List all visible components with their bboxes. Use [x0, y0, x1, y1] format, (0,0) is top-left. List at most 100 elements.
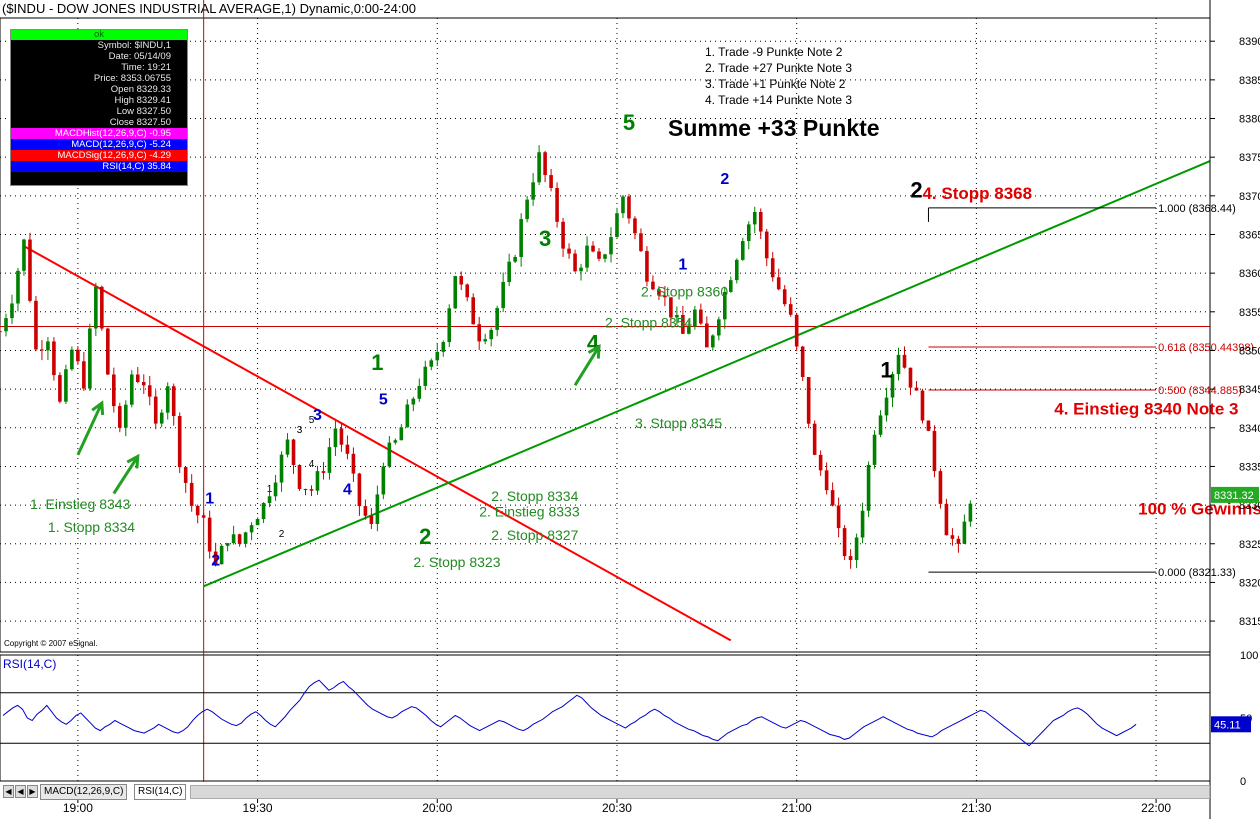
wave-label: 5 [379, 392, 388, 409]
candle-body [207, 517, 212, 552]
wave-label: 2 [720, 171, 729, 188]
candle-body [4, 318, 8, 332]
horizontal-scrollbar[interactable] [190, 785, 1210, 799]
candle-body [58, 375, 62, 402]
candle-body [118, 406, 122, 428]
candle-body [405, 404, 410, 428]
scroll-prev-icon[interactable]: ◀ [15, 785, 26, 798]
rsi-current-label: 45.11 [1214, 719, 1241, 731]
candle-body [944, 503, 949, 536]
candle-body [926, 420, 931, 431]
y-tick-label: 8375.00 [1239, 152, 1260, 164]
candle-body [345, 444, 350, 454]
trade-annotation: 4. Stopp 8368 [922, 184, 1032, 203]
candle-body [453, 276, 458, 309]
rsi-current-tag [1211, 716, 1251, 733]
candle-body [219, 545, 224, 565]
candle-body [489, 329, 493, 340]
time-readout: Time: 19:21 [121, 62, 171, 73]
candle-body [549, 175, 553, 188]
macdhist-readout: MACDHist(12,26,9,C) -0.95 [11, 128, 187, 139]
candle-body [94, 286, 98, 329]
candle-body [0, 331, 2, 333]
tab-rsi[interactable]: RSI(14,C) [134, 784, 187, 800]
candle-body [615, 213, 619, 238]
candle-body [315, 471, 320, 491]
x-tick-label: 19:00 [63, 801, 93, 815]
wave-label: 1 [371, 350, 383, 375]
downtrend-line [23, 245, 732, 642]
candle-body [333, 428, 338, 448]
candle-body [645, 251, 649, 282]
candle-body [112, 374, 116, 407]
y-tick-label: 8385.00 [1239, 75, 1260, 87]
candle-body [165, 386, 170, 413]
candle-body [621, 196, 625, 214]
wave-label: 5 [309, 415, 315, 426]
x-tick-label: 20:00 [422, 801, 452, 815]
tab-macd[interactable]: MACD(12,26,9,C) [40, 784, 128, 800]
entry-arrow [573, 345, 601, 387]
candle-body [597, 251, 601, 259]
candle-body [171, 386, 176, 417]
candle-body [76, 349, 80, 362]
candle-body [441, 342, 446, 352]
candle-body [639, 233, 643, 252]
candle-body [525, 199, 529, 220]
candle-body [543, 152, 547, 176]
candle-body [237, 534, 242, 544]
candle-body [579, 267, 583, 272]
wave-label: 3 [297, 425, 303, 436]
y-tick-label: 8320.00 [1239, 577, 1260, 589]
scroll-next-icon[interactable]: ▶ [27, 785, 38, 798]
candle-body [106, 328, 110, 375]
candle-body [483, 339, 487, 342]
candle-body [705, 323, 709, 348]
candle-body [746, 224, 751, 242]
candle-body [351, 453, 356, 474]
candle-body [693, 309, 697, 327]
candle-body [513, 256, 517, 262]
candle-body [788, 304, 793, 315]
current-price-label: 8331.32 [1214, 490, 1254, 502]
rsi-tick-label: 100 [1240, 650, 1258, 662]
candle-body [573, 253, 577, 272]
candle-body [663, 295, 667, 298]
high-readout: High 8329.41 [114, 95, 171, 106]
current-price-tag [1211, 486, 1259, 503]
candle-body [339, 428, 344, 445]
wave-label: 4 [343, 481, 352, 498]
candle-body [243, 532, 248, 544]
scroll-first-icon[interactable]: ◀ [3, 785, 14, 798]
symbol-readout: Symbol: $INDU,1 [97, 40, 171, 51]
candle-body [16, 270, 20, 304]
wave-label: 4 [309, 459, 315, 470]
open-readout: Open 8329.33 [110, 84, 171, 95]
candle-body [279, 454, 284, 483]
y-tick-label: 8370.00 [1239, 191, 1260, 203]
candle-body [327, 447, 332, 473]
status-badge: ok [11, 30, 187, 40]
candle-body [531, 182, 535, 200]
trade-annotation: 4. Einstieg 8340 Note 3 [1054, 400, 1238, 419]
fib-level-label: 0.500 (8344.885) [1158, 385, 1242, 397]
candle-body [860, 510, 865, 538]
candle-body [627, 196, 631, 219]
x-tick-label: 21:30 [961, 801, 991, 815]
candle-body [22, 239, 26, 271]
copyright-text: Copyright © 2007 eSignal. [4, 639, 98, 648]
y-tick-label: 8345.00 [1239, 384, 1260, 396]
candle-body [812, 423, 817, 455]
candle-body [321, 471, 326, 473]
wave-label: 2 [279, 529, 285, 540]
candle-body [501, 282, 505, 309]
candle-body [153, 396, 158, 424]
trade-annotation: 1. Einstieg 8343 [30, 496, 131, 512]
candle-body [495, 308, 499, 330]
candle-body [609, 237, 613, 255]
candle-body [459, 276, 464, 285]
candle-body [177, 416, 182, 468]
entry-arrow [112, 455, 140, 495]
candle-body [800, 346, 805, 378]
